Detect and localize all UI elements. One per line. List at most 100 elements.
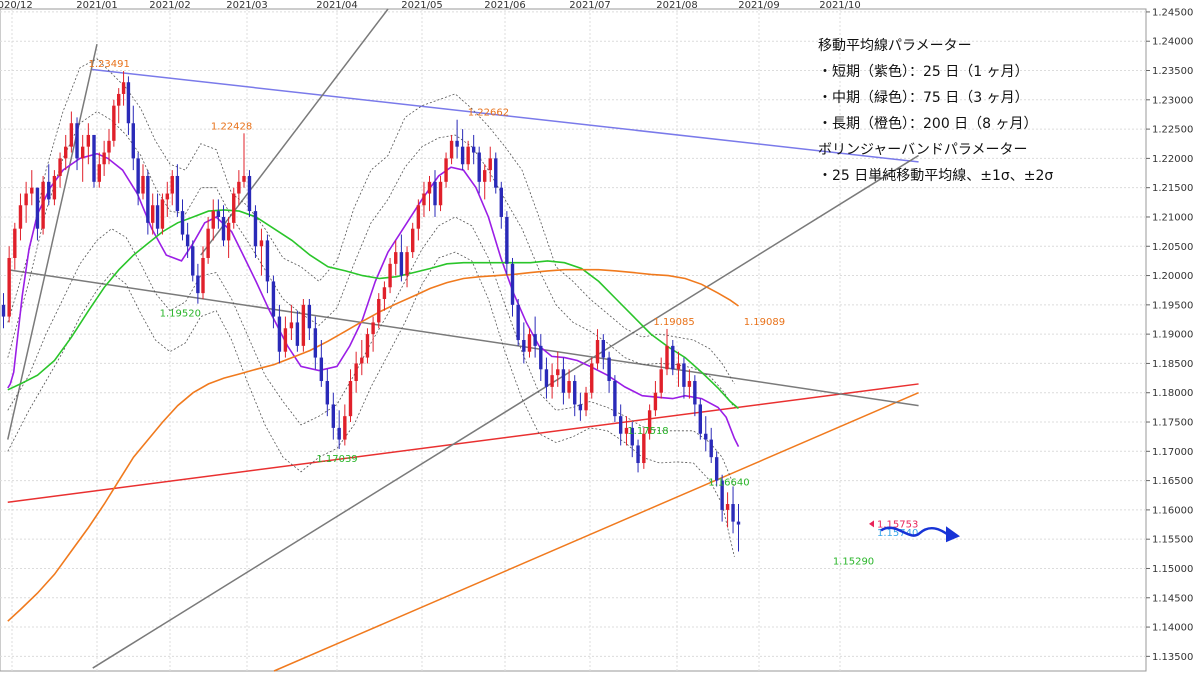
trendline	[90, 68, 919, 163]
candle-body	[595, 340, 600, 364]
candle-body	[271, 281, 276, 317]
candle-body	[175, 175, 180, 212]
candle-body	[277, 316, 282, 352]
candle-body	[196, 275, 200, 294]
candle-body	[126, 82, 131, 124]
candle-body	[533, 334, 537, 346]
legend-line: ・中期（緑色）：75 日（3 ヶ月）	[818, 89, 1029, 106]
candle-body	[107, 140, 111, 153]
candles	[1, 71, 741, 552]
y-tick-label: 1.16500	[1152, 476, 1193, 487]
trendline	[7, 268, 919, 407]
candle-body	[136, 158, 140, 194]
annotation-label: 1.19520	[160, 309, 201, 320]
candle-body	[180, 211, 185, 235]
candle-body	[449, 140, 454, 159]
y-tick-label: 1.18500	[1152, 359, 1193, 370]
trendline	[7, 43, 98, 440]
candle-body	[630, 427, 634, 446]
candle-body	[259, 240, 264, 247]
forecast-arrow-path	[880, 526, 951, 538]
x-tick-label: 2021/04	[316, 0, 358, 11]
candle-body	[613, 381, 617, 417]
x-tick-label: 2021/06	[484, 0, 526, 11]
plot-area	[0, 8, 1147, 672]
candle-body	[18, 205, 23, 229]
y-tick-label: 1.24000	[1152, 37, 1193, 48]
candle-body	[265, 240, 270, 282]
series-ma_75	[7, 209, 740, 410]
candle-body	[191, 246, 195, 276]
candle-body	[687, 381, 692, 387]
candle-body	[556, 369, 560, 376]
candle-body	[216, 211, 221, 217]
candle-body	[416, 205, 421, 229]
y-tick-label: 1.19000	[1152, 330, 1193, 341]
y-tick-label: 1.13500	[1152, 652, 1193, 663]
candle-body	[112, 105, 116, 141]
y-tick-label: 1.17000	[1152, 447, 1193, 458]
candle-body	[709, 439, 713, 458]
forecast-arrow	[880, 526, 960, 543]
candle-body	[466, 146, 470, 165]
candle-body	[313, 328, 318, 358]
candle-body	[499, 187, 503, 217]
candle-body	[170, 175, 174, 194]
candle-body	[201, 257, 205, 294]
candle-body	[647, 410, 652, 434]
candle-body	[544, 369, 549, 387]
candle-body	[86, 134, 91, 147]
candle-body	[155, 205, 160, 229]
candle-body	[237, 181, 241, 194]
y-axis: 1.24500 1.24000 1.23500 1.23000 1.22500 1.220…	[1146, 7, 1193, 663]
candle-body	[247, 175, 252, 212]
candle-body	[505, 216, 509, 264]
candle-body	[494, 158, 498, 188]
candle-body	[283, 328, 288, 352]
y-tick-label: 1.19500	[1152, 300, 1193, 311]
candle-body	[624, 427, 629, 434]
candle-body	[665, 345, 669, 370]
forecast-arrow-head	[946, 526, 960, 543]
trendline	[200, 8, 389, 256]
candle-body	[725, 504, 730, 510]
candle-body	[117, 93, 121, 106]
candle-body	[58, 158, 62, 176]
y-tick-label: 1.22500	[1152, 125, 1193, 136]
candle-body	[64, 146, 68, 159]
y-tick-label: 1.22000	[1152, 154, 1193, 165]
candle-body	[693, 381, 697, 405]
candle-body	[444, 158, 448, 182]
candle-body	[325, 381, 330, 405]
candle-body	[388, 263, 392, 288]
annotation-label: 1.22428	[211, 121, 252, 132]
bollinger-bands	[7, 58, 735, 557]
legend-line: ・短期（紫色）：25 日（1 ヶ月）	[818, 63, 1029, 80]
candle-body	[704, 433, 708, 440]
candle-body	[682, 363, 686, 387]
candle-body	[394, 252, 398, 264]
legend-line: ・長期（橙色）：200 日（8 ヶ月）	[818, 115, 1038, 132]
candle-body	[607, 357, 611, 382]
candle-body	[35, 187, 40, 229]
annotation-label: 1.15753	[877, 519, 918, 530]
candle-body	[550, 375, 554, 387]
y-tick-label: 1.15500	[1152, 535, 1193, 546]
candle-body	[371, 322, 375, 335]
trendlines	[7, 8, 919, 672]
candle-body	[671, 345, 675, 370]
x-tick-label: 2020/12	[0, 0, 33, 11]
series-bb_-2sigma	[7, 251, 735, 557]
candle-body	[295, 322, 300, 346]
x-tick-label: 2021/08	[656, 0, 698, 11]
annotation-label: 1.17039	[316, 454, 357, 465]
candle-body	[52, 175, 57, 200]
y-tick-label: 1.14500	[1152, 593, 1193, 604]
legend-line: ・25 日単純移動平均線、±1σ、±2σ	[818, 168, 1053, 184]
annotation-label: 1.19089	[744, 317, 785, 328]
candle-body	[714, 457, 719, 481]
candle-body	[141, 175, 145, 194]
candle-body	[354, 363, 358, 382]
candle-body	[131, 123, 135, 159]
candle-body	[578, 404, 583, 411]
